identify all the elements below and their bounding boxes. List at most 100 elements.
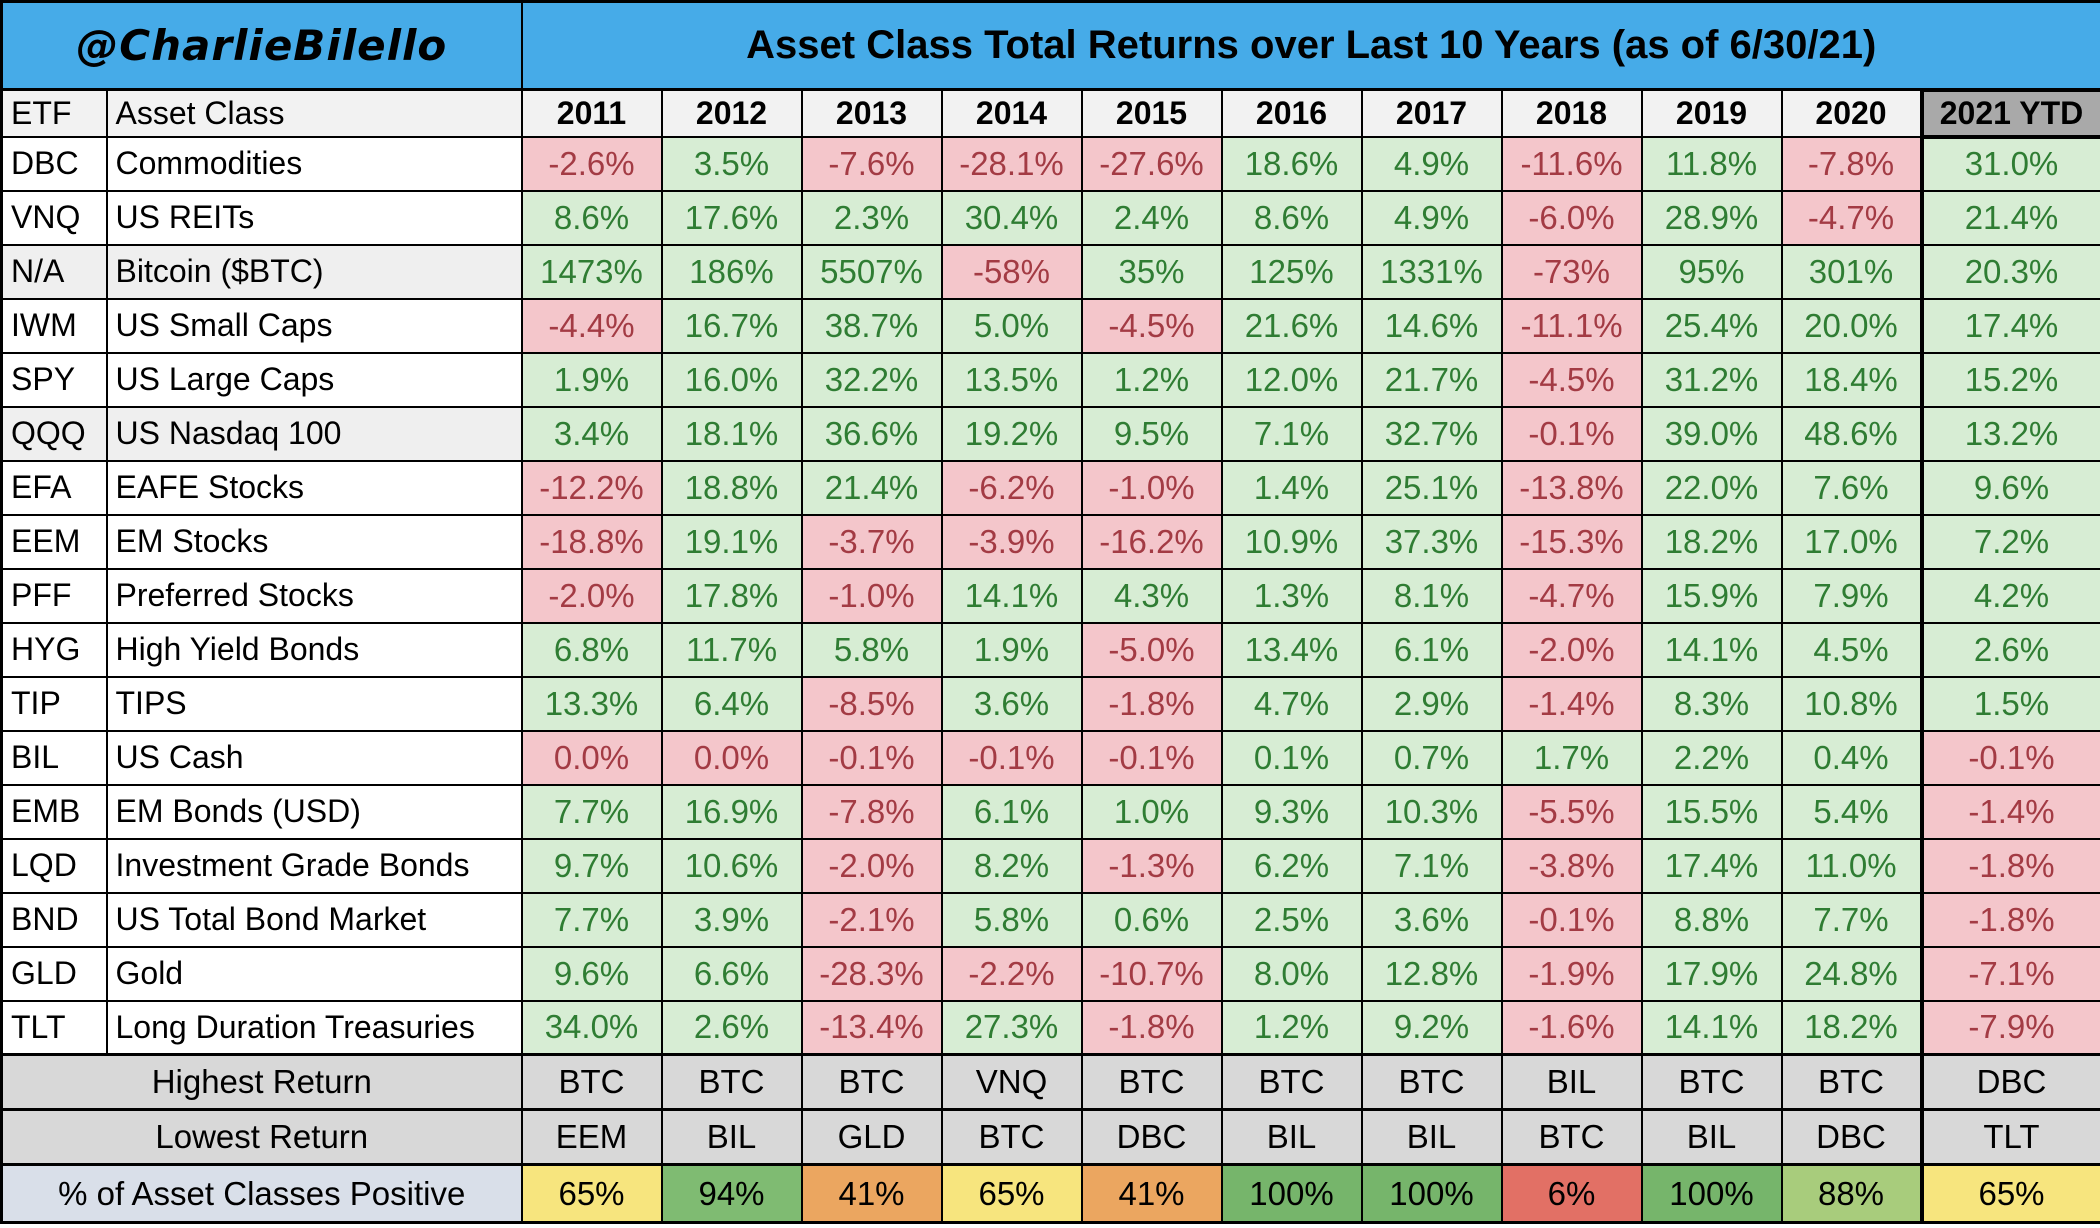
lowest-return-label: Lowest Return [0,1108,523,1166]
return-cell: 5507% [800,243,943,300]
return-cell: 37.3% [1360,513,1503,570]
return-cell: -4.7% [1500,567,1643,624]
return-cell: 1.7% [1500,729,1643,786]
asset-class-cell: Investment Grade Bonds [105,837,523,894]
highest-return-cell: BTC [1360,1053,1503,1111]
return-cell: -2.0% [520,567,663,624]
return-cell: 25.1% [1360,459,1503,516]
lowest-return-cell: BIL [1360,1108,1503,1166]
column-header-year: 2020 [1780,88,1923,138]
return-cell: 14.6% [1360,297,1503,354]
highest-return-cell: BIL [1500,1053,1643,1111]
lowest-return-cell: BIL [660,1108,803,1166]
column-header-etf: ETF [0,88,108,138]
etf-ticker-cell: EFA [0,459,108,516]
column-header-year: 2014 [940,88,1083,138]
return-cell: 17.4% [1640,837,1783,894]
table-row: BIL US Cash 0.0% 0.0% -0.1% -0.1% -0.1% 0.1% 0.7… [0,729,2100,786]
highest-return-cell: BTC [1220,1053,1363,1111]
asset-class-cell: TIPS [105,675,523,732]
highest-return-cell: DBC [1919,1053,2100,1111]
return-cell: 18.2% [1780,999,1923,1056]
return-cell: -0.1% [800,729,943,786]
return-cell: -2.1% [800,891,943,948]
lowest-return-cell: DBC [1780,1108,1923,1166]
return-cell: 186% [660,243,803,300]
return-cell: 11.7% [660,621,803,678]
return-cell: 10.9% [1220,513,1363,570]
table-row: IWM US Small Caps -4.4% 16.7% 38.7% 5.0% -4.5%… [0,297,2100,354]
etf-ticker-cell: BIL [0,729,108,786]
lowest-return-cell: BIL [1220,1108,1363,1166]
lowest-return-cell: DBC [1080,1108,1223,1166]
return-cell: 3.5% [660,135,803,192]
return-cell: 6.8% [520,621,663,678]
return-cell: -1.6% [1500,999,1643,1056]
return-cell: 17.0% [1780,513,1923,570]
table-row: N/A Bitcoin ($BTC) 1473% 186% 5507% -58% 35% 12… [0,243,2100,300]
table-row: QQQ US Nasdaq 100 3.4% 18.1% 36.6% 19.2% 9.5% 7… [0,405,2100,462]
table-row: HYG High Yield Bonds 6.8% 11.7% 5.8% 1.9% -5.0… [0,621,2100,678]
return-cell: 11.8% [1640,135,1783,192]
etf-ticker-cell: EEM [0,513,108,570]
return-cell: 13.4% [1220,621,1363,678]
return-cell: -73% [1500,243,1643,300]
return-cell: 9.5% [1080,405,1223,462]
return-cell: 20.0% [1780,297,1923,354]
return-cell: -7.8% [800,783,943,840]
pct-positive-cell: 94% [660,1163,803,1224]
page-title: Asset Class Total Returns over Last 10 Y… [520,0,2100,91]
return-cell: 6.1% [1360,621,1503,678]
asset-class-cell: EM Stocks [105,513,523,570]
etf-ticker-cell: QQQ [0,405,108,462]
return-cell: 2.5% [1220,891,1363,948]
return-cell: 10.3% [1360,783,1503,840]
return-cell: -2.6% [520,135,663,192]
table-row: EFA EAFE Stocks -12.2% 18.8% 21.4% -6.2% -1.0%… [0,459,2100,516]
table-row: EEM EM Stocks -18.8% 19.1% -3.7% -3.9% -16.2% 1… [0,513,2100,570]
return-cell: 16.9% [660,783,803,840]
column-header-year: 2019 [1640,88,1783,138]
return-cell: 8.2% [940,837,1083,894]
return-cell: 18.6% [1220,135,1363,192]
etf-ticker-cell: DBC [0,135,108,192]
return-cell: 13.2% [1919,405,2100,462]
return-cell: 8.6% [1220,189,1363,246]
etf-ticker-cell: VNQ [0,189,108,246]
table-row: EMB EM Bonds (USD) 7.7% 16.9% -7.8% 6.1% 1.0% 9… [0,783,2100,840]
column-header-year: 2018 [1500,88,1643,138]
pct-positive-cell: 65% [520,1163,663,1224]
asset-class-cell: US Large Caps [105,351,523,408]
return-cell: 18.2% [1640,513,1783,570]
asset-class-cell: US Nasdaq 100 [105,405,523,462]
return-cell: 301% [1780,243,1923,300]
pct-positive-cell: 6% [1500,1163,1643,1224]
return-cell: -0.1% [1500,891,1643,948]
return-cell: 13.5% [940,351,1083,408]
return-cell: -7.1% [1919,945,2100,1002]
return-cell: 27.3% [940,999,1083,1056]
return-cell: -28.3% [800,945,943,1002]
return-cell: 11.0% [1780,837,1923,894]
return-cell: 5.0% [940,297,1083,354]
return-cell: -2.2% [940,945,1083,1002]
asset-class-cell: Gold [105,945,523,1002]
pct-positive-cell: 100% [1220,1163,1363,1224]
return-cell: -4.5% [1500,351,1643,408]
return-cell: 25.4% [1640,297,1783,354]
return-cell: -1.0% [1080,459,1223,516]
pct-positive-cell: 65% [1919,1163,2100,1224]
return-cell: 4.2% [1919,567,2100,624]
etf-ticker-cell: PFF [0,567,108,624]
return-cell: 9.3% [1220,783,1363,840]
column-header-asset-class: Asset Class [105,88,523,138]
return-cell: 3.6% [940,675,1083,732]
column-header-row: ETF Asset Class 2011 2012 2013 2014 2015 2016 20… [0,87,2100,139]
return-cell: 2.6% [660,999,803,1056]
return-cell: 1.3% [1220,567,1363,624]
return-cell: 0.4% [1780,729,1923,786]
asset-class-cell: Commodities [105,135,523,192]
highest-return-cell: BTC [520,1053,663,1111]
return-cell: 4.7% [1220,675,1363,732]
table-row: TLT Long Duration Treasuries 34.0% 2.6% -13.… [0,999,2100,1056]
